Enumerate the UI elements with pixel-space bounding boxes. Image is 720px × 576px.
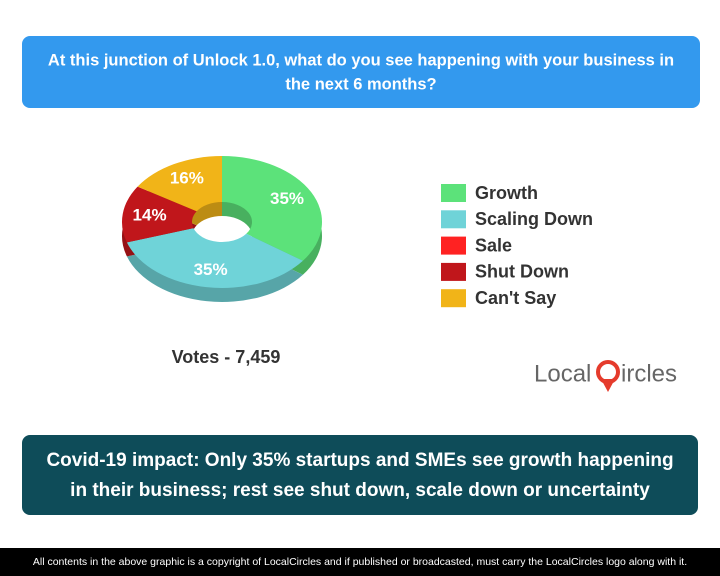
legend-label: Sale (475, 235, 512, 255)
logo-text: ircles (621, 360, 677, 387)
footer: All contents in the above graphic is a c… (33, 556, 687, 568)
legend-label: Growth (475, 183, 538, 203)
title-box (22, 36, 700, 108)
legend-swatch (441, 210, 466, 229)
slice (137, 156, 222, 212)
title-line: At this junction of Unlock 1.0, what do … (48, 51, 674, 69)
headline-line: Covid-19 impact: Only 35% startups and S… (46, 450, 673, 471)
headline-box (22, 435, 698, 515)
headline-line: in their business; rest see shut down, s… (70, 480, 650, 501)
logo-pin (596, 360, 620, 392)
value-label: 14% (133, 205, 167, 224)
logo-pin-tip (601, 379, 615, 392)
value-label: 16% (170, 169, 204, 188)
value-label: 35% (194, 260, 228, 279)
slice (126, 228, 303, 288)
legend-swatch (441, 289, 466, 308)
legend-label: Shut Down (475, 262, 569, 282)
slice (122, 186, 197, 243)
legend-label: Scaling Down (475, 209, 593, 229)
donut: 35% 35% 14%16% (122, 156, 322, 303)
votes: Votes - 7,459 (172, 347, 281, 367)
legend-swatch (441, 262, 466, 281)
legend-swatch (441, 184, 466, 202)
footer-bar (0, 548, 720, 576)
legend-swatch (441, 236, 466, 255)
title-line: the next 6 months? (285, 75, 436, 93)
legend: Growth Scaling Down Sale Shut Down Can't Say (441, 183, 593, 308)
logo-text: Local (534, 360, 591, 387)
slice (222, 156, 322, 261)
legend-label: Can't Say (475, 288, 556, 308)
value-label: 35% (270, 189, 304, 208)
